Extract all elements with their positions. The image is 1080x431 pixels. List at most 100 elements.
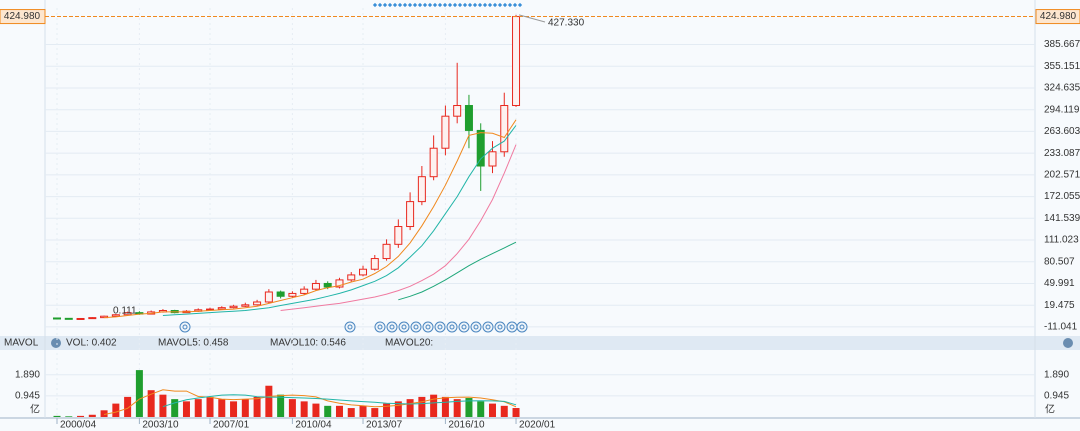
y-tick-label: 172.055	[1044, 191, 1080, 202]
volume-bar	[441, 396, 449, 417]
volume-indicator: MAVOL5: 0.458	[158, 338, 229, 349]
y-tick-label: 141.539	[1044, 213, 1080, 224]
candle-body	[406, 201, 415, 228]
volume-bar	[277, 394, 285, 417]
candle-body	[500, 105, 509, 153]
ma-line	[103, 389, 517, 415]
event-icon-inner	[437, 324, 443, 330]
volume-bar	[288, 399, 296, 417]
candle-body	[217, 307, 226, 310]
volume-bar	[335, 405, 343, 417]
volume-bar	[477, 401, 485, 417]
ma-line	[162, 394, 517, 408]
volume-bar	[500, 405, 508, 417]
ma-line	[280, 144, 517, 311]
event-icon-inner	[449, 324, 455, 330]
volume-bar	[112, 403, 120, 417]
last-price-box	[1035, 9, 1080, 25]
x-tick-label: 2016/10	[448, 420, 485, 431]
x-tick-label: 2020/01	[519, 420, 556, 431]
volume-bar	[65, 416, 73, 417]
volume-bar	[406, 399, 414, 417]
event-icon	[434, 321, 446, 333]
x-tick-label: 2010/04	[295, 420, 332, 431]
volume-bar	[453, 399, 461, 417]
candle-body	[229, 305, 238, 309]
annotation: 427.330	[548, 18, 585, 29]
candle-body	[512, 16, 521, 107]
candle-body	[88, 317, 97, 320]
volume-title: MAVOL	[4, 338, 39, 349]
volume-indicator: MAVOL20:	[385, 338, 433, 349]
candle-body	[347, 274, 356, 281]
candle-body	[370, 258, 379, 270]
y-tick-label: 385.667	[1044, 39, 1080, 50]
event-icon	[516, 321, 528, 333]
volume-indicator: MAVOL10: 0.546	[270, 338, 346, 349]
volume-bar	[124, 396, 132, 417]
volume-bar	[347, 408, 355, 417]
candle-body	[453, 105, 462, 117]
volume-header-bar	[0, 336, 1080, 350]
event-icon	[398, 321, 410, 333]
candle-body	[359, 268, 368, 276]
event-icon-inner	[413, 324, 419, 330]
event-icon-inner	[377, 324, 383, 330]
last-price-box	[0, 9, 46, 25]
event-icon-inner	[485, 324, 491, 330]
volume-bar	[253, 396, 261, 417]
last-price-label: 424.980	[4, 11, 41, 22]
event-icon	[506, 321, 518, 333]
volume-bar	[100, 410, 108, 417]
event-icon	[458, 321, 470, 333]
volume-bar	[88, 414, 96, 417]
event-icon-inner	[389, 324, 395, 330]
event-icon	[386, 321, 398, 333]
settings-icon[interactable]	[1063, 338, 1073, 348]
y-tick-label: 19.475	[1044, 300, 1075, 311]
event-icon	[482, 321, 494, 333]
volume-bar	[194, 399, 202, 417]
volume-bar	[312, 403, 320, 417]
volume-bar	[324, 405, 332, 417]
candle-body	[253, 301, 262, 306]
volume-tick-label: 0.945	[15, 391, 40, 402]
candle-body	[76, 317, 85, 320]
settings-icon[interactable]	[51, 338, 61, 348]
y-tick-label: -11.041	[1044, 322, 1078, 333]
y-tick-label: 233.087	[1044, 148, 1080, 159]
y-tick-label: 111.023	[1044, 235, 1079, 246]
volume-bar	[77, 415, 85, 417]
volume-bar	[394, 401, 402, 417]
volume-bar	[465, 398, 473, 417]
event-icon-inner	[425, 324, 431, 330]
volume-bar	[218, 399, 226, 417]
event-icon-inner	[461, 324, 467, 330]
candle-body	[300, 288, 309, 294]
last-price-label: 424.980	[1040, 11, 1077, 22]
volume-bar	[512, 408, 520, 417]
y-tick-label: 294.119	[1044, 104, 1080, 115]
event-icon-inner	[182, 324, 188, 330]
ma-line	[398, 241, 517, 301]
x-tick-label: 2013/07	[366, 420, 403, 431]
candle-body	[335, 279, 344, 288]
event-icon	[470, 321, 482, 333]
candle-body	[382, 243, 391, 260]
candle-body	[429, 147, 438, 178]
candle-body	[276, 291, 285, 297]
x-tick-label: 2000/04	[60, 420, 97, 431]
volume-bar	[182, 401, 190, 417]
y-tick-label: 80.507	[1044, 256, 1075, 267]
x-tick-label: 2003/10	[142, 420, 179, 431]
event-icon	[374, 321, 386, 333]
event-icon-inner	[347, 324, 353, 330]
y-tick-label: 202.571	[1044, 170, 1080, 181]
candle-body	[323, 282, 332, 288]
volume-bar	[230, 401, 238, 417]
candle-body	[476, 129, 485, 167]
event-icon-inner	[473, 324, 479, 330]
volume-bar	[371, 408, 379, 417]
candle-body	[288, 292, 297, 297]
